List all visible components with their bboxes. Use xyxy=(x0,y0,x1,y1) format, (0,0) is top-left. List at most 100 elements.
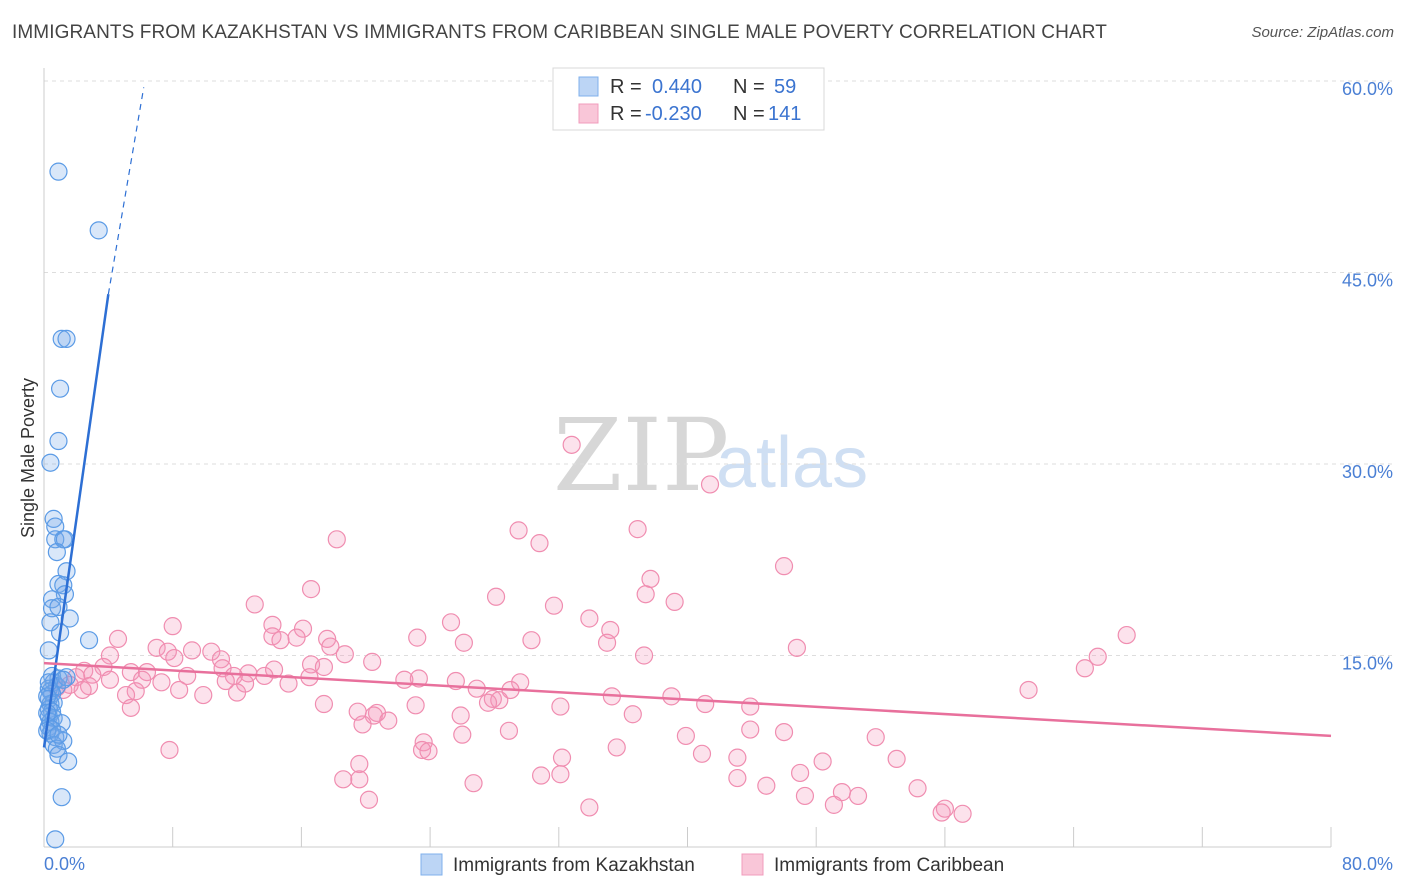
y-tick-label: 30.0% xyxy=(1342,462,1393,482)
caribbean-point xyxy=(408,628,427,647)
caribbean-point xyxy=(170,680,189,700)
watermark-atlas: atlas xyxy=(716,423,868,503)
caribbean-point xyxy=(350,770,369,789)
caribbean-point xyxy=(490,691,509,710)
caribbean-point xyxy=(728,768,747,788)
caribbean-point xyxy=(409,669,428,688)
caribbean-point xyxy=(580,609,599,628)
caribbean-point xyxy=(359,790,379,809)
caribbean-point xyxy=(741,720,760,739)
caribbean-point xyxy=(279,674,298,693)
x-tick-label-min: 0.0% xyxy=(44,854,85,874)
legend-r-value-1: 0.440 xyxy=(652,76,702,98)
kazakhstan-point xyxy=(41,453,60,472)
caribbean-point xyxy=(486,587,506,606)
legend-r-label-2: R = xyxy=(610,103,642,125)
caribbean-point xyxy=(350,754,369,774)
caribbean-point xyxy=(395,670,414,689)
caribbean-point xyxy=(301,580,321,599)
caribbean-point xyxy=(522,631,541,650)
caribbean-point xyxy=(544,596,564,615)
legend-n-label-1: N = xyxy=(733,76,765,98)
kazakhstan-trend-extension xyxy=(107,87,145,295)
caribbean-point xyxy=(126,682,145,701)
caribbean-point xyxy=(848,786,868,806)
kazakhstan-trend-line xyxy=(42,294,110,748)
y-tick-label: 15.0% xyxy=(1342,654,1393,674)
caribbean-point xyxy=(628,520,647,539)
caribbean-point xyxy=(813,752,832,771)
caribbean-point xyxy=(133,670,152,689)
caribbean-point xyxy=(696,694,715,714)
trend-lines xyxy=(42,87,1332,748)
caribbean-point xyxy=(741,697,760,716)
caribbean-point xyxy=(327,530,346,549)
caribbean-point xyxy=(824,795,843,814)
caribbean-point xyxy=(665,592,684,611)
caribbean-point xyxy=(314,657,334,677)
kazakhstan-point xyxy=(57,329,76,348)
series-legend-swatch-kazakhstan xyxy=(420,853,443,876)
kazakhstan-point xyxy=(44,509,63,528)
chart-title: IMMIGRANTS FROM KAZAKHSTAN VS IMMIGRANTS… xyxy=(12,22,1107,43)
kazakhstan-point xyxy=(49,162,68,181)
kazakhstan-point xyxy=(46,830,65,849)
watermark-zip: ZIP xyxy=(553,397,729,514)
caribbean-point xyxy=(379,711,398,730)
caribbean-point xyxy=(464,774,483,793)
caribbean-point xyxy=(636,585,655,604)
caribbean-point xyxy=(634,646,654,665)
caribbean-point xyxy=(287,628,306,647)
caribbean-point xyxy=(932,803,951,822)
caribbean-point xyxy=(160,740,179,760)
kazakhstan-point xyxy=(47,739,66,758)
y-tick-labels: 15.0% 30.0% 45.0% 60.0% xyxy=(1342,79,1393,674)
series-legend-label-caribbean: Immigrants from Caribbean xyxy=(774,855,1004,876)
caribbean-point xyxy=(774,557,794,576)
x-tick-label-max: 80.0% xyxy=(1342,854,1393,874)
legend-swatch-kazakhstan xyxy=(578,76,599,97)
series-legend-swatch-caribbean xyxy=(741,853,764,876)
kazakhstan-point xyxy=(46,517,65,536)
caribbean-point xyxy=(314,694,334,714)
caribbean-point xyxy=(1075,659,1094,678)
caribbean-point xyxy=(406,696,425,715)
caribbean-point xyxy=(202,642,221,661)
kazakhstan-point xyxy=(47,542,66,562)
caribbean-point xyxy=(1088,647,1107,666)
kazakhstan-point xyxy=(49,431,68,451)
caribbean-point xyxy=(451,706,470,725)
kazakhstan-point xyxy=(52,329,71,348)
caribbean-point xyxy=(953,804,972,823)
caribbean-point xyxy=(532,766,551,785)
caribbean-point xyxy=(562,435,581,454)
y-tick-label: 45.0% xyxy=(1342,271,1393,291)
caribbean-point xyxy=(121,698,140,717)
caribbean-point xyxy=(108,629,128,649)
watermark: ZIP atlas xyxy=(553,397,868,514)
caribbean-point xyxy=(787,638,806,657)
caribbean-point xyxy=(419,742,438,761)
series-kazakhstan-points xyxy=(38,162,108,849)
caribbean-point xyxy=(509,521,528,540)
caribbean-point xyxy=(700,475,720,494)
caribbean-point xyxy=(774,722,794,742)
caribbean-point xyxy=(676,726,695,746)
caribbean-point xyxy=(530,534,549,553)
caribbean-point xyxy=(271,631,290,650)
caribbean-point xyxy=(641,569,660,589)
caribbean-point xyxy=(795,786,815,806)
series-caribbean-points xyxy=(47,435,1136,823)
caribbean-point xyxy=(791,763,810,783)
caribbean-point xyxy=(334,770,353,789)
kazakhstan-point xyxy=(79,631,99,650)
caribbean-point xyxy=(551,765,570,784)
caribbean-point xyxy=(227,683,247,702)
caribbean-point xyxy=(453,725,472,744)
caribbean-point xyxy=(499,721,519,740)
caribbean-point xyxy=(163,617,182,636)
caribbean-point xyxy=(245,595,264,614)
kazakhstan-point xyxy=(52,788,71,807)
kazakhstan-point xyxy=(59,752,78,771)
